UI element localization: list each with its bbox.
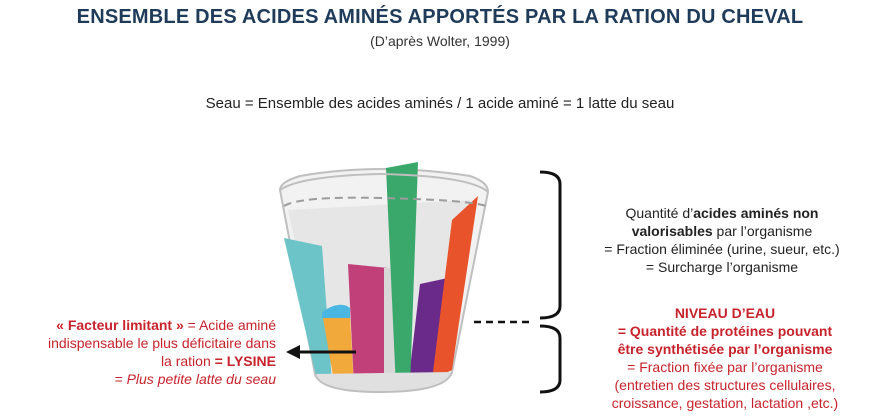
rt-line3: = Fraction éliminée (urine, sueur, etc.) — [604, 241, 840, 257]
lt-line4: = Plus petite latte du seau — [114, 371, 277, 387]
water-level-text: NIVEAU D’EAU = Quantité de protéines pou… — [582, 304, 868, 412]
legend-line: Seau = Ensemble des acides aminés / 1 ac… — [205, 95, 675, 112]
non-valorisable-text: Quantité d’acides aminés non valorisable… — [578, 204, 866, 276]
bucket-bottom — [314, 371, 453, 394]
lt-line1-post: = Acide aminé — [183, 317, 276, 333]
stave-teal — [284, 238, 332, 382]
water-level — [322, 304, 350, 318]
rt-line1-bold: acides aminés non — [693, 205, 819, 221]
brace-lower — [539, 324, 562, 394]
diagram-title: ENSEMBLE DES ACIDES AMINÉS APPORTÉS PAR … — [76, 6, 804, 28]
rb-line3: être synthétisée par l’organisme — [617, 341, 833, 357]
arrow-head — [286, 345, 300, 359]
rb-line4: = Fraction fixée par l’organisme — [627, 359, 823, 375]
stave-purple — [408, 278, 448, 386]
rb-line5: (entretien des structures cellulaires, — [614, 377, 836, 393]
lt-line2: indispensable le plus déficitaire dans — [47, 335, 276, 351]
diagram-subtitle: (D’après Wolter, 1999) — [370, 33, 510, 49]
rb-line6: croissance, gestation, lactation ,etc.) — [611, 395, 839, 411]
rb-line1: NIVEAU D’EAU — [674, 305, 776, 321]
stave-red — [432, 196, 478, 380]
lt-line1-bold: « Facteur limitant » — [56, 317, 184, 333]
stave-magenta — [348, 264, 388, 388]
stave-green — [386, 162, 418, 388]
rim-top — [279, 172, 489, 193]
lt-line3-bold: = LYSINE — [214, 353, 276, 369]
stave-lysine — [322, 312, 354, 386]
lt-line3-pre: la ration — [160, 353, 215, 369]
brace-upper — [539, 170, 562, 320]
rb-line2: = Quantité de protéines pouvant — [617, 323, 833, 339]
rt-line1-pre: Quantité d’ — [625, 205, 694, 221]
rim-dashed — [283, 196, 487, 207]
limiting-factor-text: « Facteur limitant » = Acide aminé indis… — [14, 316, 276, 388]
rt-line2-bold: valorisables — [631, 223, 713, 239]
rt-line2-post: par l’organisme — [712, 223, 813, 239]
rt-line4: = Surcharge l’organisme — [645, 259, 799, 275]
